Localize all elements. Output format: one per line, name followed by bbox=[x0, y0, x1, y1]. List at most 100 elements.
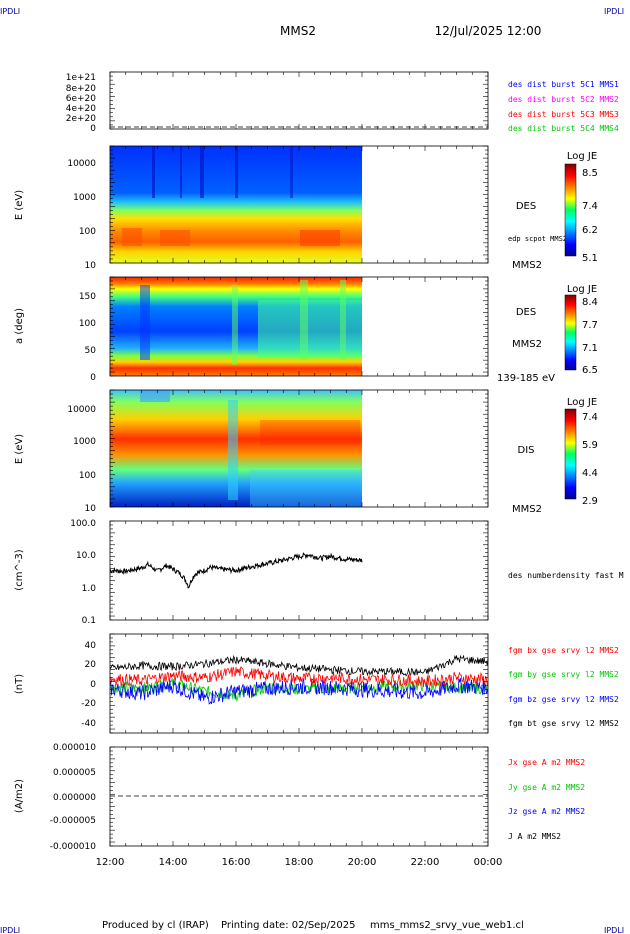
p4-cbar-tick: 4.4 bbox=[582, 468, 598, 479]
p1-legend-2: des dist burst 5C2 MMS2 bbox=[508, 95, 619, 104]
p7-tick: 0.000000 bbox=[53, 793, 96, 803]
p3-tick: 0 bbox=[90, 373, 96, 383]
x-tick: 18:00 bbox=[285, 857, 314, 868]
des-energy-streaks bbox=[122, 146, 340, 246]
p2-cbar-tick: 8.5 bbox=[582, 168, 598, 179]
x-tick: 14:00 bbox=[159, 857, 188, 868]
p5-legend: des numberdensity fast M bbox=[508, 571, 624, 580]
p2-tick: 10 bbox=[85, 261, 97, 271]
p2-sublabel: edp scpot MMS2 bbox=[508, 235, 567, 243]
p3-instrument: DES bbox=[516, 307, 536, 318]
p5-tick: 1.0 bbox=[82, 584, 97, 594]
figure-datetime: 12/Jul/2025 12:00 bbox=[435, 24, 542, 38]
p7-tick: -0.000005 bbox=[50, 816, 96, 826]
p2-mms: MMS2 bbox=[512, 260, 542, 271]
des-pitch-streaks bbox=[140, 280, 362, 365]
corner-tag-tr: IPDLI bbox=[604, 7, 624, 16]
p3-tick: 150 bbox=[79, 292, 96, 302]
p4-cbar-tick: 7.4 bbox=[582, 412, 598, 423]
p5-tick: 100.0 bbox=[70, 519, 96, 529]
p3-cbar-tick: 7.7 bbox=[582, 320, 598, 331]
x-tick: 00:00 bbox=[474, 857, 503, 868]
p4-instrument: DIS bbox=[518, 445, 535, 456]
panel-current: (A/m2) 0.000010 0.000005 0.000000 -0.000… bbox=[14, 743, 585, 852]
p5-tick: 0.1 bbox=[82, 616, 96, 626]
p1-tick: 4e+20 bbox=[66, 104, 97, 114]
axis-tick-marks bbox=[109, 71, 489, 847]
p4-mms: MMS2 bbox=[512, 504, 542, 515]
p4-cbar-tick: 2.9 bbox=[582, 496, 598, 507]
p4-colorbar bbox=[564, 408, 577, 500]
x-tick: 12:00 bbox=[96, 857, 125, 868]
p4-cbar-tick: 5.9 bbox=[582, 440, 598, 451]
figure-title: MMS2 bbox=[280, 24, 316, 38]
p6-tick: 20 bbox=[85, 660, 97, 670]
p6-legend-bt: fgm bt gse srvy l2 MMS2 bbox=[508, 719, 619, 728]
p4-tick: 1000 bbox=[73, 437, 96, 447]
panel-density: (cm^-3) 100.0 10.0 1.0 0.1 des numberden… bbox=[14, 519, 624, 626]
p2-cbar-tick: 7.4 bbox=[582, 201, 598, 212]
p6-tick: -20 bbox=[81, 699, 96, 709]
p6-legend-by: fgm by gse srvy l2 MMS2 bbox=[508, 670, 619, 679]
p2-instrument: DES bbox=[516, 201, 536, 212]
dis-energy-streaks bbox=[140, 390, 362, 507]
p1-legend-3: des dist burst 5C3 MMS3 bbox=[508, 110, 619, 119]
p4-tick: 10 bbox=[85, 504, 97, 514]
p1-tick: 2e+20 bbox=[66, 114, 97, 124]
panel-des-energy: E (eV) 10000 1000 100 10 DES edp scpot M… bbox=[14, 145, 598, 271]
p3-mms: MMS2 bbox=[512, 339, 542, 350]
p3-energy-range: 139-185 eV bbox=[497, 373, 555, 384]
p3-cbar-tick: 8.4 bbox=[582, 297, 598, 308]
p6-tick: -40 bbox=[81, 719, 96, 729]
corner-tag-bl: IPDLI bbox=[0, 926, 20, 934]
fgm-bx-line bbox=[109, 666, 489, 687]
p4-ylabel: E (eV) bbox=[14, 434, 25, 464]
p7-ylabel: (A/m2) bbox=[14, 779, 25, 813]
p7-tick: 0.000005 bbox=[53, 768, 96, 778]
fgm-bz-line bbox=[109, 677, 489, 705]
density-series-line bbox=[109, 552, 363, 589]
p2-cbar-tick: 5.1 bbox=[582, 253, 598, 264]
p2-cbar-tick: 6.2 bbox=[582, 225, 598, 236]
p7-legend-jz: Jz gse A m2 MMS2 bbox=[508, 807, 585, 816]
p6-ylabel: (nT) bbox=[14, 674, 25, 694]
panel-des-pitch: a (deg) 150 100 50 0 DES MMS2 139-185 eV… bbox=[14, 276, 598, 384]
p1-tick: 1e+21 bbox=[66, 73, 96, 83]
p5-tick: 10.0 bbox=[76, 551, 96, 561]
p1-tick: 6e+20 bbox=[66, 94, 97, 104]
panel-fgm: (nT) 40 20 0 -20 -40 fgm bx gse srvy l2 … bbox=[14, 633, 619, 734]
footer-filename: mms_mms2_srvy_vue_web1.cl bbox=[370, 920, 524, 931]
p7-legend-j: J A m2 MMS2 bbox=[508, 832, 561, 841]
p1-legend-1: des dist burst 5C1 MMS1 bbox=[508, 80, 619, 89]
p3-cbar-title: Log JE bbox=[567, 284, 597, 295]
fgm-series-group bbox=[109, 654, 489, 705]
panel-burst-frame bbox=[109, 71, 489, 130]
p3-colorbar bbox=[564, 294, 577, 371]
p1-tick: 8e+20 bbox=[66, 84, 97, 94]
x-tick: 22:00 bbox=[411, 857, 440, 868]
p6-legend-bx: fgm bx gse srvy l2 MMS2 bbox=[508, 646, 619, 655]
p2-tick: 1000 bbox=[73, 193, 96, 203]
p1-legend-4: des dist burst 5C4 MMS4 bbox=[508, 124, 619, 133]
panel-current-frame bbox=[109, 746, 489, 847]
panel-burst: 1e+21 8e+20 6e+20 4e+20 2e+20 0 des dist… bbox=[66, 71, 619, 134]
corner-tag-br: IPDLI bbox=[604, 926, 624, 934]
p6-legend-bz: fgm bz gse srvy l2 MMS2 bbox=[508, 695, 619, 704]
footer-printing-date: Printing date: 02/Sep/2025 bbox=[221, 920, 356, 931]
p7-legend-jy: Jy gse A m2 MMS2 bbox=[508, 783, 585, 792]
p2-ylabel: E (eV) bbox=[14, 190, 25, 220]
p6-tick: 40 bbox=[85, 641, 97, 651]
p5-ylabel: (cm^-3) bbox=[14, 549, 25, 590]
p3-tick: 50 bbox=[85, 346, 97, 356]
panel-dis-energy: E (eV) 10000 1000 100 10 DIS MMS2 Log JE… bbox=[14, 389, 598, 515]
p3-cbar-tick: 6.5 bbox=[582, 365, 598, 376]
p7-tick: -0.000010 bbox=[50, 842, 96, 852]
p4-tick: 10000 bbox=[67, 405, 96, 415]
p7-tick: 0.000010 bbox=[53, 743, 96, 753]
p2-tick: 10000 bbox=[67, 159, 96, 169]
p2-tick: 100 bbox=[79, 227, 96, 237]
p6-tick: 0 bbox=[90, 680, 96, 690]
x-axis: 12:00 14:00 16:00 18:00 20:00 22:00 00:0… bbox=[96, 857, 503, 868]
p7-legend-jx: Jx gse A m2 MMS2 bbox=[508, 758, 585, 767]
